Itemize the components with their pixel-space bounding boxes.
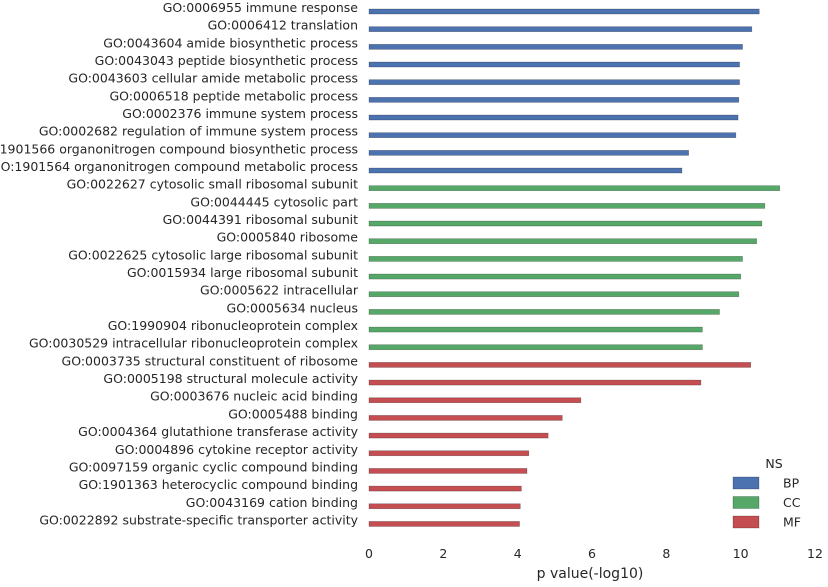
bar-bp <box>368 132 737 138</box>
bar-mf <box>368 397 582 404</box>
x-tick-label: 12 <box>807 546 823 561</box>
bar-cc <box>368 309 720 315</box>
x-tick-label: 2 <box>439 546 447 561</box>
category-label: GO:0030529 intracellular ribonucleoprote… <box>29 336 358 351</box>
bar-bp <box>368 114 739 121</box>
bar-cc <box>368 291 740 298</box>
bar-mf <box>368 362 752 368</box>
x-tick-label: 10 <box>733 546 749 561</box>
category-label: GO:0015934 large ribosomal subunit <box>127 265 358 280</box>
category-label: GO:0002376 immune system process <box>122 106 358 121</box>
bar-cc <box>368 203 766 209</box>
bar-mf <box>368 521 520 527</box>
category-label: GO:0005488 binding <box>228 406 358 421</box>
bar-bp <box>368 97 740 103</box>
category-label: GO:0043169 cation binding <box>186 495 358 510</box>
category-label: GO:0005198 structural molecule activity <box>103 371 358 386</box>
bar-cc <box>368 344 703 351</box>
category-label: GO:0097159 organic cyclic compound bindi… <box>69 459 358 474</box>
x-tick-label: 0 <box>365 546 373 561</box>
bar-mf <box>368 450 530 457</box>
bar-bp <box>368 79 740 85</box>
category-label: GO:0005622 intracellular <box>200 283 359 298</box>
bar-cc <box>368 273 741 280</box>
bar-cc <box>368 256 743 262</box>
bar-cc <box>368 238 757 245</box>
x-axis-title: p value(-log10) <box>537 566 644 582</box>
category-label: GO:0044391 ribosomal subunit <box>163 212 358 227</box>
bar-bp <box>368 61 740 68</box>
category-label: GO:0003735 structural constituent of rib… <box>62 353 359 368</box>
category-labels: GO:0006955 immune response GO:0006412 tra… <box>0 0 359 527</box>
x-axis-ticks: 0 2 4 6 8 10 12 <box>365 546 823 561</box>
bar-bp <box>368 150 689 156</box>
legend-label: MF <box>783 515 801 530</box>
legend: NS BP CC MF <box>732 456 801 530</box>
x-tick-label: 8 <box>662 546 670 561</box>
category-label: GO:1990904 ribonucleoprotein complex <box>108 318 358 333</box>
legend-swatch-mf <box>732 515 760 529</box>
legend-swatch-bp <box>732 476 760 490</box>
bars <box>368 8 780 527</box>
category-label: GO:0044445 cytosolic part <box>190 194 358 209</box>
category-label: GO:0043604 amide biosynthetic process <box>103 35 358 50</box>
x-tick-label: 6 <box>588 546 596 561</box>
bar-bp <box>368 26 753 32</box>
legend-label: CC <box>783 495 801 510</box>
bar-cc <box>368 185 780 191</box>
category-label: GO:0002682 regulation of immune system p… <box>39 124 358 139</box>
legend-label: BP <box>783 476 800 491</box>
bar-bp <box>368 44 743 50</box>
bar-mf <box>368 485 522 492</box>
category-label: GO:0005634 nucleus <box>227 300 358 315</box>
bar-bp <box>368 167 683 174</box>
category-label: GO:0022625 cytosolic large ribosomal sub… <box>68 247 358 262</box>
category-label: GO:0022892 substrate-specific transporte… <box>39 512 358 527</box>
bar-mf <box>368 379 702 386</box>
category-label: GO:0004364 glutathione transferase activ… <box>78 424 358 439</box>
category-label: GO:1901566 organonitrogen compound biosy… <box>0 141 358 156</box>
legend-title: NS <box>765 456 782 471</box>
category-label: GO:0006955 immune response <box>163 0 359 15</box>
bar-mf <box>368 503 521 510</box>
bar-mf <box>368 415 563 421</box>
bar-mf <box>368 468 528 474</box>
bar-bp <box>368 8 760 15</box>
bar-cc <box>368 220 763 227</box>
bar-mf <box>368 432 549 439</box>
bar-cc <box>368 326 703 333</box>
category-label: GO:0022627 cytosolic small ribosomal sub… <box>67 177 359 192</box>
x-tick-label: 4 <box>514 546 522 561</box>
category-label: GO:1901363 heterocyclic compound binding <box>79 477 358 492</box>
category-label: GO:0043603 cellular amide metabolic proc… <box>68 71 358 86</box>
category-label: GO:0005840 ribosome <box>217 230 359 245</box>
category-label: GO:1901564 organonitrogen compound metab… <box>0 159 358 174</box>
legend-swatch-cc <box>732 496 760 509</box>
category-label: GO:0006518 peptide metabolic process <box>109 88 358 103</box>
category-label: GO:0006412 translation <box>208 18 358 33</box>
category-label: GO:0003676 nucleic acid binding <box>150 389 358 404</box>
category-label: GO:0004896 cytokine receptor activity <box>115 442 359 457</box>
category-label: GO:0043043 peptide biosynthetic process <box>95 53 358 68</box>
